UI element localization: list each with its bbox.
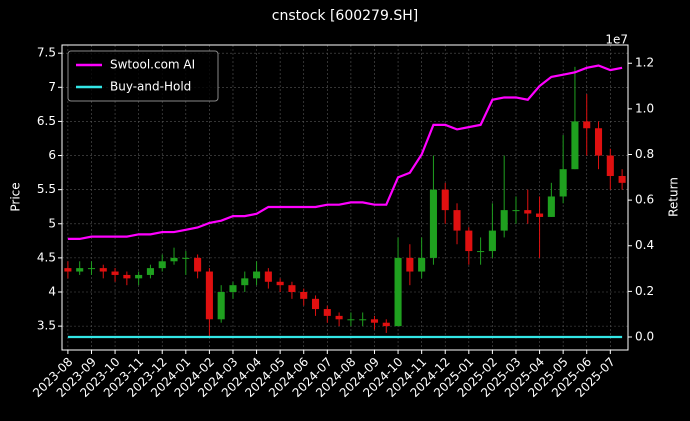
candle-body <box>170 257 178 262</box>
candle-body <box>335 315 343 320</box>
candle-body <box>559 169 567 197</box>
y-tick-label: 5 <box>48 216 56 230</box>
candle-body <box>64 268 72 272</box>
series-line <box>67 64 623 241</box>
y2-offset-label: 1e7 <box>605 33 628 47</box>
candle-body <box>583 121 591 129</box>
legend-label: Swtool.com AI <box>110 58 195 72</box>
y2-tick-label: 1.2 <box>635 56 654 70</box>
candle-body <box>524 210 532 214</box>
candle-body <box>488 230 496 252</box>
candle-body <box>594 128 603 156</box>
candle-body <box>512 210 520 212</box>
y-tick-label: 4.5 <box>37 250 56 264</box>
candle-body <box>182 257 190 259</box>
candle-body <box>359 319 367 321</box>
y-tick-label: 7 <box>48 80 56 94</box>
candle-body <box>394 257 402 327</box>
y2-tick-label: 1.0 <box>635 101 654 115</box>
candle-body <box>253 271 261 279</box>
candle-body <box>382 322 390 327</box>
candle-body <box>571 121 579 170</box>
candle-body <box>441 189 449 211</box>
y-tick-label: 5.5 <box>37 182 56 196</box>
candle-body <box>453 210 461 231</box>
candle-body <box>418 257 426 272</box>
candle-body <box>370 319 379 323</box>
candle-body <box>300 292 308 299</box>
candle-body <box>205 271 213 320</box>
candle-body <box>311 298 320 310</box>
legend-box <box>67 50 219 102</box>
candle-body <box>429 189 437 258</box>
y2-tick-label: 0.6 <box>635 193 654 207</box>
candle-body <box>158 261 166 269</box>
y2-tick-label: 0.4 <box>635 238 654 252</box>
y2-axis-label: Return <box>667 177 681 217</box>
y2-tick-label: 0.0 <box>635 329 654 343</box>
candle-body <box>194 257 202 272</box>
candle-body <box>477 251 485 253</box>
y-axis-label: Price <box>9 182 23 211</box>
candle-body <box>146 268 154 275</box>
candle-body <box>123 274 131 279</box>
y-tick-label: 3.5 <box>37 319 56 333</box>
candle-body <box>217 292 225 320</box>
candle-body <box>347 319 355 321</box>
candle-body <box>465 230 473 252</box>
y-tick-label: 7.5 <box>37 46 56 60</box>
candle-body <box>76 268 84 272</box>
y-tick-label: 6.5 <box>37 114 56 128</box>
candle-body <box>241 278 249 286</box>
candle-body <box>536 213 544 217</box>
y-tick-label: 6 <box>48 148 56 162</box>
candle-body <box>500 210 508 231</box>
candle-body <box>135 274 143 279</box>
candle-body <box>606 155 614 177</box>
candle-body <box>87 268 96 270</box>
y2-tick-label: 0.2 <box>635 284 654 298</box>
candle-body <box>276 281 284 286</box>
candle-body <box>323 309 331 316</box>
candle-body <box>288 285 296 293</box>
candle-body <box>547 196 555 217</box>
candle-body <box>406 257 414 272</box>
y-tick-label: 4 <box>48 285 56 299</box>
candle-body <box>264 271 272 282</box>
candle-body <box>111 271 119 275</box>
candle-body <box>229 285 237 293</box>
candle-body <box>618 176 626 183</box>
y2-tick-label: 0.8 <box>635 147 654 161</box>
candle-body <box>99 268 107 272</box>
plot-frame <box>61 44 629 351</box>
chart-title: cnstock [600279.SH] <box>272 8 418 24</box>
legend-label: Buy-and-Hold <box>110 80 191 94</box>
